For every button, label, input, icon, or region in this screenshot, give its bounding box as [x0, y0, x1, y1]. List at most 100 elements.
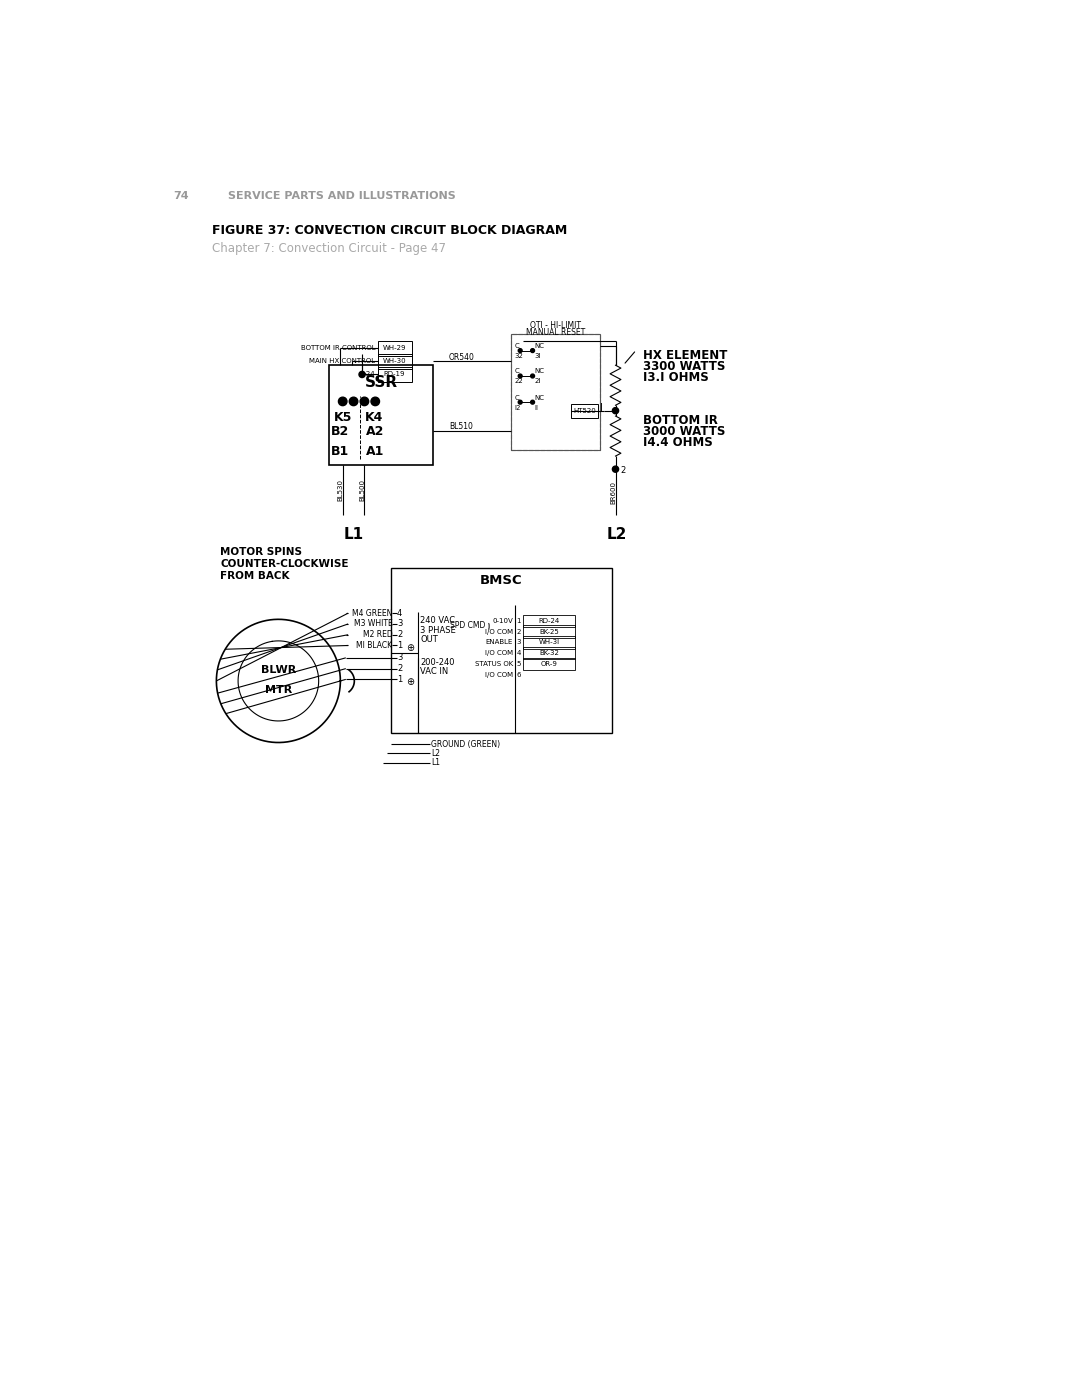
Bar [523, 626, 576, 638]
Text: OR-9: OR-9 [540, 661, 557, 668]
Text: $\oplus$: $\oplus$ [406, 676, 416, 687]
Text: HT520: HT520 [573, 408, 596, 414]
Bar [523, 615, 576, 627]
Bar [523, 647, 576, 659]
Text: RD-24: RD-24 [538, 618, 559, 623]
Text: NC: NC [535, 394, 544, 401]
Text: 1: 1 [397, 641, 402, 650]
Bar [378, 354, 411, 369]
Bar [511, 335, 600, 450]
Text: M4 GREEN: M4 GREEN [352, 609, 392, 618]
Text: 6: 6 [516, 672, 521, 677]
Text: COUNTER-CLOCKWISE: COUNTER-CLOCKWISE [220, 559, 349, 569]
Text: K5: K5 [334, 411, 352, 425]
Text: BOTTOM IR: BOTTOM IR [643, 414, 717, 428]
Text: BOTTOM IR CONTROL: BOTTOM IR CONTROL [300, 346, 375, 351]
Bar [328, 365, 433, 465]
Bar [523, 636, 576, 648]
Text: 32: 32 [515, 353, 524, 359]
Bar [378, 366, 411, 382]
Text: BK-32: BK-32 [539, 650, 558, 657]
Circle shape [360, 397, 368, 405]
Text: BL500: BL500 [359, 479, 365, 501]
Text: I/O COM: I/O COM [485, 650, 513, 657]
Text: 0-10V: 0-10V [492, 618, 513, 623]
Text: ENABLE: ENABLE [486, 640, 513, 645]
Text: I/O COM: I/O COM [485, 672, 513, 677]
Text: I/O COM: I/O COM [485, 629, 513, 634]
Circle shape [612, 466, 619, 472]
Text: MOTOR SPINS: MOTOR SPINS [220, 547, 302, 557]
Text: I: I [600, 404, 603, 414]
Text: 3I: 3I [535, 353, 541, 359]
Text: 3000 WATTS: 3000 WATTS [643, 425, 725, 439]
Text: 5: 5 [516, 661, 521, 668]
Text: A2: A2 [366, 425, 384, 439]
Text: 74: 74 [174, 190, 189, 201]
Text: BL530: BL530 [337, 479, 343, 501]
Text: OTI - HI-LIMIT: OTI - HI-LIMIT [530, 321, 581, 330]
Text: MTR: MTR [265, 686, 292, 695]
Text: 1: 1 [397, 675, 402, 684]
Text: 2: 2 [620, 466, 625, 475]
Text: M2 RED: M2 RED [363, 630, 392, 640]
Text: 3: 3 [397, 619, 403, 629]
Text: BMSC: BMSC [480, 575, 523, 587]
Text: MANUAL RESET: MANUAL RESET [526, 329, 585, 337]
Text: 2: 2 [397, 663, 402, 673]
Text: BR600: BR600 [610, 480, 617, 504]
Text: B2: B2 [332, 425, 350, 439]
Text: A1: A1 [366, 446, 384, 458]
Text: SSR: SSR [365, 375, 397, 390]
Circle shape [359, 372, 365, 378]
Text: STATUS OK: STATUS OK [475, 661, 513, 668]
Text: I2: I2 [515, 404, 522, 411]
Text: WH-29: WH-29 [383, 346, 406, 351]
Text: SPD CMD: SPD CMD [450, 620, 485, 630]
Text: BLWR: BLWR [260, 665, 296, 675]
Text: 3 PHASE: 3 PHASE [420, 626, 456, 634]
Bar [570, 404, 598, 418]
Text: 240 VAC: 240 VAC [420, 616, 456, 626]
Text: 4: 4 [397, 609, 402, 618]
Text: L2: L2 [606, 527, 626, 543]
Text: MI BLACK: MI BLACK [356, 641, 392, 650]
Bar [511, 335, 600, 450]
Text: C: C [515, 343, 519, 348]
Text: 3: 3 [516, 640, 521, 645]
Text: 3300 WATTS: 3300 WATTS [643, 361, 725, 373]
Bar [523, 658, 576, 670]
Text: $\oplus$: $\oplus$ [406, 643, 416, 654]
Circle shape [338, 397, 347, 405]
Circle shape [518, 348, 522, 353]
Text: Chapter 7: Convection Circuit - Page 47: Chapter 7: Convection Circuit - Page 47 [213, 242, 446, 254]
Text: II: II [535, 404, 538, 411]
Circle shape [530, 375, 535, 378]
Text: VAC IN: VAC IN [420, 668, 448, 676]
Circle shape [372, 397, 379, 405]
Circle shape [349, 397, 357, 405]
Text: I3.I OHMS: I3.I OHMS [643, 371, 708, 384]
Text: OUT: OUT [420, 634, 438, 644]
Text: HX ELEMENT: HX ELEMENT [643, 350, 727, 362]
Text: WH-3I: WH-3I [538, 640, 559, 645]
Text: BL510: BL510 [449, 422, 473, 432]
Text: FIGURE 37: CONVECTION CIRCUIT BLOCK DIAGRAM: FIGURE 37: CONVECTION CIRCUIT BLOCK DIAG… [213, 223, 568, 237]
Text: K4: K4 [365, 411, 383, 425]
Circle shape [530, 400, 535, 404]
Text: L1: L1 [343, 527, 364, 543]
Text: 200-240: 200-240 [420, 658, 455, 668]
Text: 1: 1 [516, 618, 521, 623]
Text: L1: L1 [431, 758, 440, 768]
Text: MAIN HX CONTROL: MAIN HX CONTROL [309, 358, 375, 365]
Circle shape [518, 375, 522, 378]
Text: C: C [515, 394, 519, 401]
Text: 2: 2 [397, 630, 402, 640]
Circle shape [530, 348, 535, 353]
Text: FROM BACK: FROM BACK [220, 572, 289, 582]
Text: +24: +24 [361, 372, 375, 378]
Text: M3 WHITE: M3 WHITE [353, 619, 392, 629]
Text: GROUND (GREEN): GROUND (GREEN) [431, 740, 500, 748]
Text: 2I: 2I [535, 379, 540, 384]
Text: RD-19: RD-19 [383, 372, 405, 378]
